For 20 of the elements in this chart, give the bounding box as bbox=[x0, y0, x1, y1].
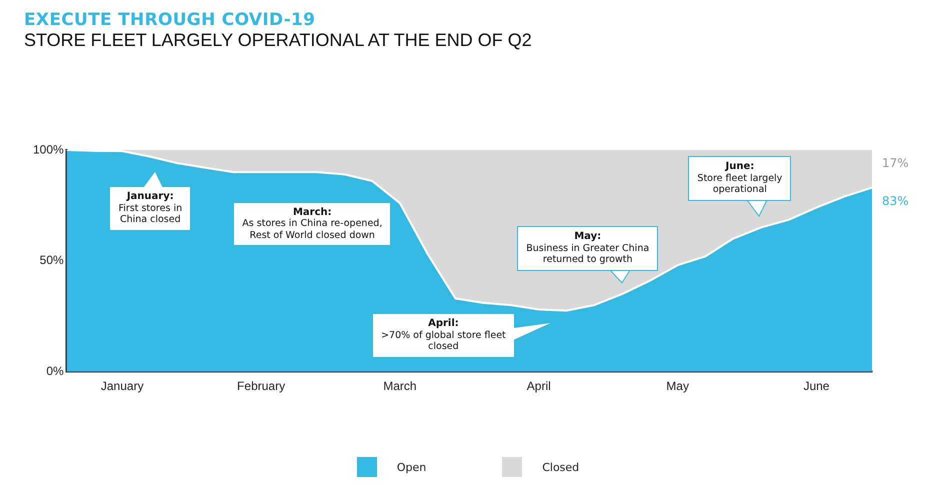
data-label: 83% bbox=[882, 194, 909, 208]
y-tick-label: 0% bbox=[46, 364, 64, 378]
y-tick-label: 50% bbox=[40, 253, 64, 268]
annotation: June: Store fleet largely operational bbox=[697, 161, 782, 196]
x-tick-label: May bbox=[666, 379, 689, 394]
annotation: January: First stores in China closed bbox=[118, 191, 182, 226]
x-tick-label: June bbox=[803, 379, 830, 394]
legend-label: Closed bbox=[542, 460, 580, 474]
legend-label: Open bbox=[396, 460, 426, 474]
annotation: April: >70% of global store fleet closed bbox=[381, 318, 506, 353]
annotation: March: As stores in China re-opened, Rest of World closed down bbox=[242, 206, 382, 242]
x-tick-label: March bbox=[383, 379, 417, 394]
x-tick-label: April bbox=[526, 379, 551, 394]
chart-title: EXECUTE THROUGH COVID-19 bbox=[24, 10, 316, 30]
x-tick-label: February bbox=[237, 379, 286, 394]
x-tick-label: January bbox=[100, 379, 144, 394]
y-tick-label: 100% bbox=[32, 142, 64, 156]
chart-subtitle: STORE FLEET LARGELY OPERATIONAL AT THE END OF Q2 bbox=[24, 30, 532, 51]
data-label: 17% bbox=[882, 156, 909, 170]
annotation: May: Business in Greater China returned to growth bbox=[526, 231, 650, 266]
